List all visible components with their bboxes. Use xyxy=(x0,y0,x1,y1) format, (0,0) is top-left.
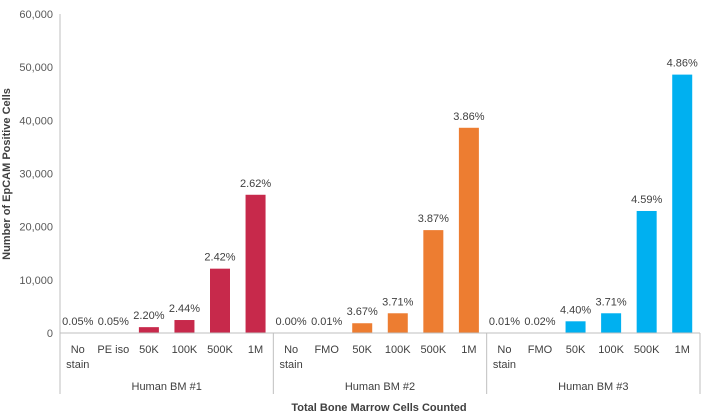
data-label: 3.87% xyxy=(418,213,449,225)
data-label: 2.62% xyxy=(240,178,271,190)
category-label: 1M xyxy=(675,344,690,356)
category-label: 50K xyxy=(139,344,159,356)
category-label: stain xyxy=(66,359,89,371)
y-axis-title: Number of EpCAM Positive Cells xyxy=(1,88,13,260)
data-label: 3.67% xyxy=(347,306,378,318)
x-axis-title: Total Bone Marrow Cells Counted xyxy=(291,402,466,414)
y-axis: 0 10,000 20,000 30,000 40,000 50,000 60,000 xyxy=(19,9,61,340)
x-axis: No stain PE iso 50K 100K 500K 1M Human BM #1 No s… xyxy=(59,332,701,394)
data-label: 0.01% xyxy=(311,316,342,328)
category-label: 100K xyxy=(598,344,624,356)
category-label: 50K xyxy=(566,344,586,356)
y-tick-label: 20,000 xyxy=(19,222,53,234)
data-label: 0.05% xyxy=(62,316,93,328)
data-label: 0.01% xyxy=(489,316,520,328)
bar xyxy=(138,327,159,333)
bar xyxy=(210,268,230,333)
category-label: 100K xyxy=(385,344,411,356)
category-label: 500K xyxy=(420,344,446,356)
category-label: No xyxy=(284,344,298,356)
category-label: 500K xyxy=(634,344,660,356)
data-label: 2.20% xyxy=(133,310,164,322)
category-label: stain xyxy=(279,359,302,371)
category-label: No xyxy=(71,344,85,356)
data-label: 0.02% xyxy=(524,316,555,328)
category-label: 100K xyxy=(172,344,198,356)
y-tick-label: 50,000 xyxy=(19,62,53,74)
bar xyxy=(245,194,266,333)
y-tick-label: 30,000 xyxy=(19,169,53,181)
bar xyxy=(387,313,408,333)
category-label: stain xyxy=(493,359,516,371)
bar xyxy=(458,127,479,333)
bar xyxy=(672,74,693,334)
group-label: Human BM #1 xyxy=(132,381,202,393)
bar xyxy=(636,210,657,333)
data-label: 2.42% xyxy=(204,252,235,264)
category-label: 1M xyxy=(461,344,476,356)
data-label: 2.44% xyxy=(169,303,200,315)
data-label: 4.86% xyxy=(667,58,698,70)
category-label: FMO xyxy=(528,344,553,356)
bars: 0.05% 0.05% 2.20% 2.44% 2.42% 2.62% 0.00% 0.01%… xyxy=(62,58,698,334)
y-tick-label: 40,000 xyxy=(19,115,53,127)
y-tick-label: 60,000 xyxy=(19,9,53,21)
category-label: FMO xyxy=(314,344,339,356)
category-label: 500K xyxy=(207,344,233,356)
data-label: 3.71% xyxy=(382,296,413,308)
data-label: 0.00% xyxy=(276,316,307,328)
category-label: PE iso xyxy=(97,344,129,356)
category-label: No xyxy=(497,344,511,356)
bar xyxy=(174,320,195,333)
group-label: Human BM #2 xyxy=(345,381,415,393)
data-label: 4.40% xyxy=(560,304,591,316)
y-tick-label: 10,000 xyxy=(19,275,53,287)
category-label: 1M xyxy=(248,344,263,356)
y-tick-label: 0 xyxy=(47,328,53,340)
bar xyxy=(601,313,622,333)
group-label: Human BM #3 xyxy=(558,381,628,393)
data-label: 3.71% xyxy=(596,296,627,308)
data-label: 4.59% xyxy=(631,194,662,206)
bar xyxy=(423,230,444,333)
data-label: 0.05% xyxy=(98,316,129,328)
data-label: 3.86% xyxy=(453,111,484,123)
bar xyxy=(352,323,373,333)
category-label: 50K xyxy=(352,344,372,356)
bar xyxy=(565,321,586,333)
